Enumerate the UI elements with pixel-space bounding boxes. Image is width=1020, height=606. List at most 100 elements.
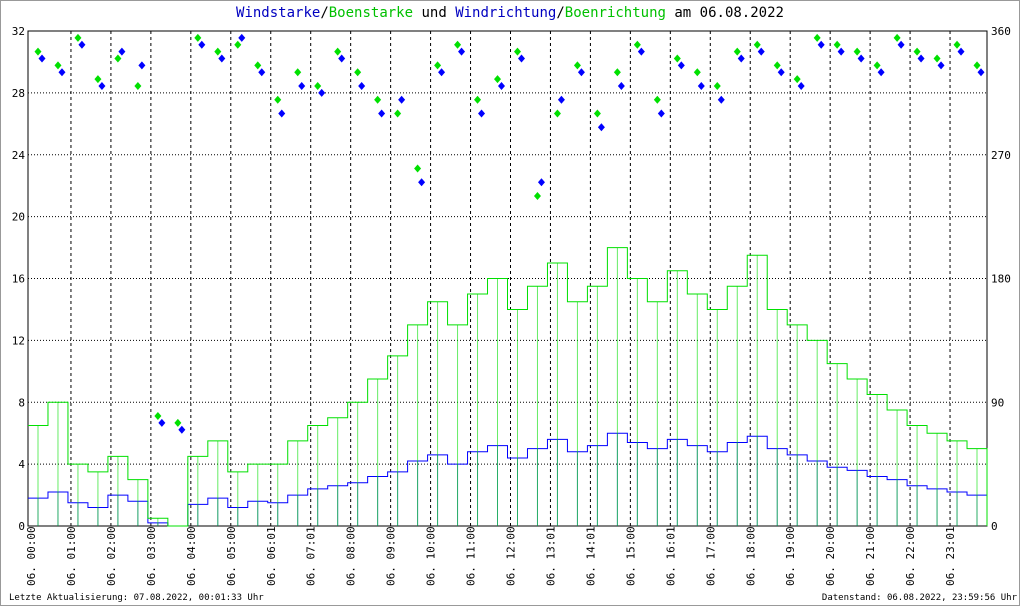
point-boenrichtung	[593, 109, 601, 118]
point-windrichtung	[977, 68, 985, 77]
title-part-5: /	[556, 5, 565, 21]
y-left-tick-label: 24	[12, 149, 26, 162]
point-boenrichtung	[74, 33, 82, 42]
point-boenrichtung	[753, 40, 761, 49]
point-windrichtung	[917, 54, 925, 63]
point-boenrichtung	[34, 47, 42, 56]
x-tick-label: 06. 12:00	[505, 526, 518, 586]
y-left-tick-label: 16	[12, 273, 25, 286]
point-boenrichtung	[114, 54, 122, 63]
x-tick-label: 06. 10:00	[425, 526, 438, 586]
title-part-1: /	[320, 5, 329, 21]
point-boenrichtung	[713, 82, 721, 90]
point-windrichtung	[817, 40, 825, 49]
point-windrichtung	[897, 40, 905, 49]
point-windrichtung	[557, 95, 565, 104]
point-boenrichtung	[314, 82, 322, 90]
point-windrichtung	[58, 68, 66, 77]
y-right-tick-label: 90	[991, 396, 1004, 409]
point-windrichtung	[577, 68, 585, 77]
y-left-tick-label: 12	[12, 334, 25, 347]
point-boenrichtung	[873, 61, 881, 70]
point-boenrichtung	[374, 95, 382, 104]
title-part-6: Boenrichtung	[564, 5, 666, 21]
point-boenrichtung	[454, 40, 462, 49]
x-tick-label: 06. 16:01	[664, 526, 677, 586]
point-boenrichtung	[234, 40, 242, 49]
x-tick-label: 06. 22:00	[904, 526, 917, 586]
point-windrichtung	[837, 47, 845, 56]
point-windrichtung	[717, 95, 725, 104]
title-part-0: Windstarke	[236, 5, 321, 21]
point-boenrichtung	[973, 61, 981, 70]
point-windrichtung	[677, 61, 685, 70]
point-boenrichtung	[394, 109, 402, 118]
point-windrichtung	[498, 82, 506, 90]
title-part-7: am 06.08.2022	[665, 5, 784, 21]
point-windrichtung	[338, 54, 346, 63]
series-windstarke	[28, 432, 988, 527]
point-boenrichtung	[194, 33, 202, 42]
point-windrichtung	[78, 40, 86, 49]
point-windrichtung	[597, 123, 605, 132]
point-windrichtung	[238, 33, 246, 42]
chart-title: Windstarke/Boenstarke und Windrichtung/B…	[1, 5, 1019, 21]
point-boenrichtung	[793, 75, 801, 84]
y-left-tick-label: 20	[12, 211, 25, 224]
title-part-4: Windrichtung	[455, 5, 557, 21]
y-right-tick-label: 360	[991, 25, 1011, 38]
y-right-tick-label: 0	[991, 520, 998, 533]
point-windrichtung	[517, 54, 525, 63]
point-windrichtung	[697, 82, 705, 90]
point-windrichtung	[258, 68, 266, 77]
point-windrichtung	[218, 54, 226, 63]
last-update-text: Letzte Aktualisierung: 07.08.2022, 00:01…	[9, 593, 264, 603]
point-boenrichtung	[773, 61, 781, 70]
point-boenrichtung	[414, 164, 422, 173]
point-boenrichtung	[494, 75, 502, 84]
point-windrichtung	[478, 109, 486, 118]
point-windrichtung	[298, 82, 306, 90]
point-windrichtung	[318, 88, 326, 97]
x-tick-label: 06. 17:00	[704, 526, 717, 586]
x-tick-label: 06. 19:00	[784, 526, 797, 586]
point-boenrichtung	[913, 47, 921, 56]
point-boenrichtung	[813, 33, 821, 42]
point-boenrichtung	[214, 47, 222, 56]
point-windrichtung	[358, 82, 366, 90]
point-boenrichtung	[513, 47, 521, 56]
point-windrichtung	[937, 61, 945, 70]
point-boenrichtung	[154, 412, 162, 420]
x-tick-label: 06. 20:00	[824, 526, 837, 586]
y-left-tick-label: 4	[18, 458, 25, 471]
point-boenrichtung	[933, 54, 941, 63]
point-windrichtung	[378, 109, 386, 118]
point-boenrichtung	[953, 40, 961, 49]
x-tick-label: 06. 15:00	[624, 526, 637, 586]
point-windrichtung	[777, 68, 785, 77]
point-boenrichtung	[334, 47, 342, 56]
point-boenrichtung	[853, 47, 861, 56]
y-left-tick-label: 0	[18, 520, 25, 533]
x-tick-label: 06. 14:01	[584, 526, 597, 586]
x-tick-label: 06. 02:00	[105, 526, 118, 586]
point-windrichtung	[957, 47, 965, 56]
x-tick-label: 06. 00:00	[25, 526, 38, 586]
point-windrichtung	[278, 109, 286, 118]
point-windrichtung	[398, 95, 406, 104]
point-boenrichtung	[573, 61, 581, 70]
x-tick-label: 06. 08:00	[345, 526, 358, 586]
point-boenrichtung	[434, 61, 442, 70]
point-boenrichtung	[553, 109, 561, 118]
point-boenrichtung	[833, 40, 841, 49]
point-windrichtung	[877, 68, 885, 77]
point-boenrichtung	[294, 68, 302, 77]
point-windrichtung	[737, 54, 745, 63]
y-right-tick-label: 270	[991, 149, 1011, 162]
title-part-2: Boenstarke	[328, 5, 414, 21]
point-windrichtung	[438, 68, 446, 77]
point-boenrichtung	[134, 82, 142, 90]
point-boenrichtung	[94, 75, 102, 84]
x-tick-label: 06. 13:01	[544, 526, 557, 586]
